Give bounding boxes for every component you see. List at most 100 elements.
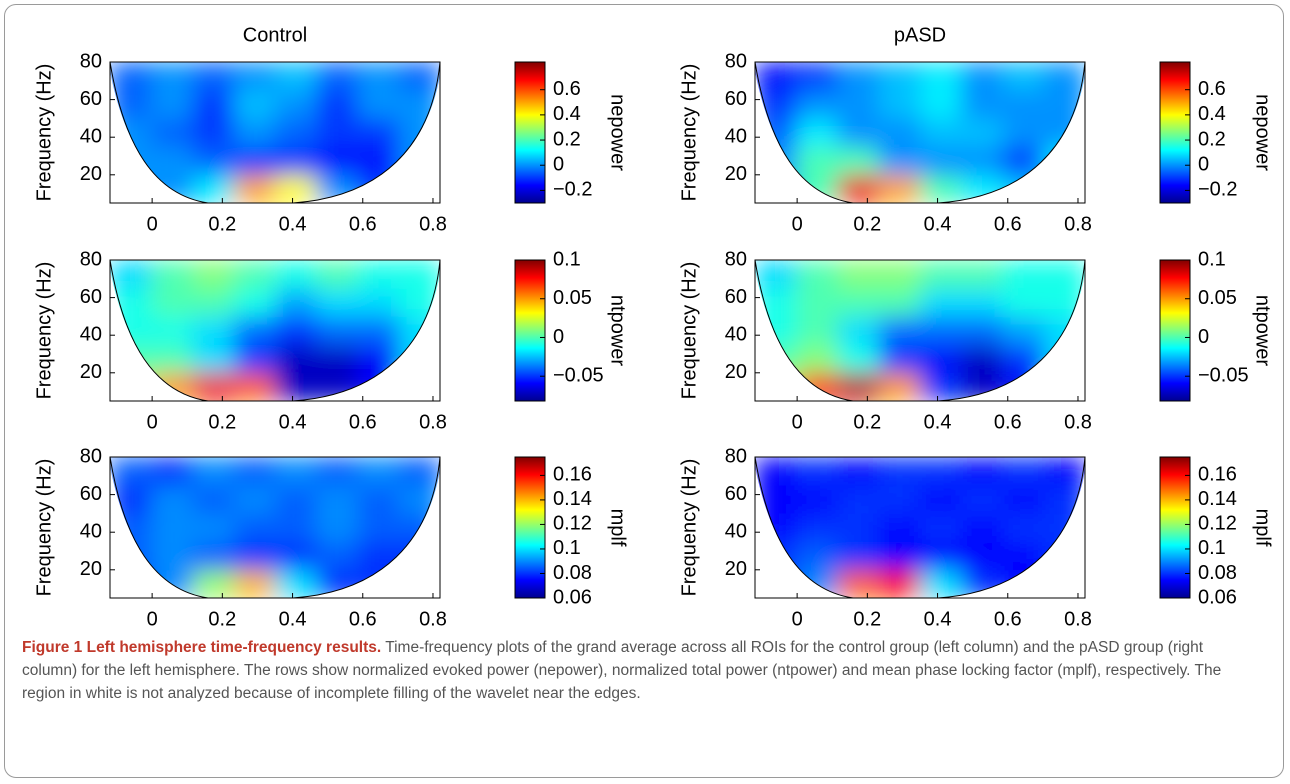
cell <box>151 90 193 119</box>
cell <box>1002 62 1045 91</box>
cell <box>796 146 838 176</box>
y-tick-label: 80 <box>725 50 747 72</box>
cell <box>192 146 235 176</box>
cell <box>961 344 1003 374</box>
cell <box>151 344 193 374</box>
x-tick-label: 0.2 <box>208 411 236 433</box>
cell <box>961 62 1003 91</box>
colorbar-label: nepower <box>607 94 629 171</box>
cell <box>920 174 962 203</box>
caption-text: Time-frequency plots of the grand averag… <box>22 639 1222 702</box>
cell <box>837 174 880 203</box>
colorbar-label: ntpower <box>607 295 629 366</box>
cell <box>316 288 358 317</box>
y-axis-label: Frequency (Hz) <box>33 64 55 202</box>
x-tick-label: 0.8 <box>1064 411 1092 433</box>
cell <box>398 62 440 91</box>
y-axis-label: Frequency (Hz) <box>678 262 700 400</box>
x-tick-label: 0.8 <box>419 213 447 235</box>
colorbar-tick-label: 0.14 <box>553 488 592 510</box>
cell <box>1002 457 1045 486</box>
cell <box>233 288 276 317</box>
cell <box>233 260 276 289</box>
figure-frame <box>4 4 1284 778</box>
cell <box>233 90 276 119</box>
cell <box>920 372 962 401</box>
cell <box>357 260 400 289</box>
caption-label: Figure 1 Left hemisphere time-frequency … <box>22 639 382 656</box>
cell <box>233 541 276 571</box>
cell <box>920 90 962 119</box>
colorbar <box>1159 259 1191 402</box>
cell <box>1002 288 1045 317</box>
colorbar-label: ntpower <box>1252 295 1274 366</box>
cell <box>275 513 317 543</box>
cell <box>316 62 358 91</box>
cell <box>878 118 921 148</box>
cell <box>275 569 317 598</box>
cell <box>920 569 962 598</box>
cell <box>233 569 276 598</box>
cell <box>192 372 235 401</box>
colorbar-tick-label: −0.2 <box>553 179 592 201</box>
x-tick-label: 0 <box>147 213 158 235</box>
cell <box>357 118 400 148</box>
colorbar-tick-label: 0.12 <box>553 513 592 535</box>
cell <box>316 260 358 289</box>
colorbar-tick-label: 0.06 <box>553 586 592 608</box>
cell <box>837 62 880 91</box>
cell <box>837 485 880 514</box>
cell <box>878 174 921 203</box>
x-tick-label: 0.6 <box>994 411 1022 433</box>
cell <box>1043 260 1085 289</box>
cell <box>233 316 276 346</box>
colorbar-tick-label: 0.1 <box>1198 537 1226 559</box>
y-tick-label: 60 <box>725 286 747 308</box>
cell <box>151 118 193 148</box>
cell <box>837 513 880 543</box>
colorbar-tick-label: 0.2 <box>553 128 581 150</box>
cell <box>316 316 358 346</box>
cell <box>192 485 235 514</box>
unanalyzed-region <box>293 273 440 401</box>
y-tick-label: 20 <box>725 361 747 383</box>
cell <box>961 118 1003 148</box>
cell <box>837 541 880 571</box>
plot-area <box>110 457 440 598</box>
cell <box>357 288 400 317</box>
cell <box>275 62 317 91</box>
cell <box>192 513 235 543</box>
cell <box>192 62 235 91</box>
x-tick-label: 0 <box>147 411 158 433</box>
cell <box>275 288 317 317</box>
y-tick-label: 80 <box>80 50 102 72</box>
colorbar-label: mplf <box>607 509 629 547</box>
cell <box>316 485 358 514</box>
x-tick-label: 0.2 <box>208 213 236 235</box>
cell <box>275 260 317 289</box>
colorbar-tick-label: 0.4 <box>553 103 581 125</box>
cell <box>796 62 838 91</box>
cell <box>110 260 152 289</box>
cell <box>920 146 962 176</box>
cell <box>837 344 880 374</box>
y-tick-label: 20 <box>80 361 102 383</box>
cell <box>316 344 358 374</box>
colorbar-tick-label: 0.05 <box>553 287 592 309</box>
unanalyzed-region <box>755 269 853 401</box>
x-tick-label: 0.8 <box>419 411 447 433</box>
cell <box>878 485 921 514</box>
cell <box>878 372 921 401</box>
y-axis-label: Frequency (Hz) <box>33 262 55 400</box>
figure: 0 0.2 0.4 0.6 0.8 20 40 60 80 Control Frequency (H… <box>33 24 1274 630</box>
colorbar-tick-label: 0.05 <box>1198 287 1237 309</box>
cell <box>920 260 962 289</box>
y-tick-label: 20 <box>725 558 747 580</box>
y-tick-label: 40 <box>80 323 102 345</box>
cell <box>961 288 1003 317</box>
cell <box>920 288 962 317</box>
y-tick-label: 20 <box>80 163 102 185</box>
cell <box>796 457 838 486</box>
colorbar-tick-label: 0 <box>553 154 564 176</box>
axes-box <box>754 456 1086 599</box>
